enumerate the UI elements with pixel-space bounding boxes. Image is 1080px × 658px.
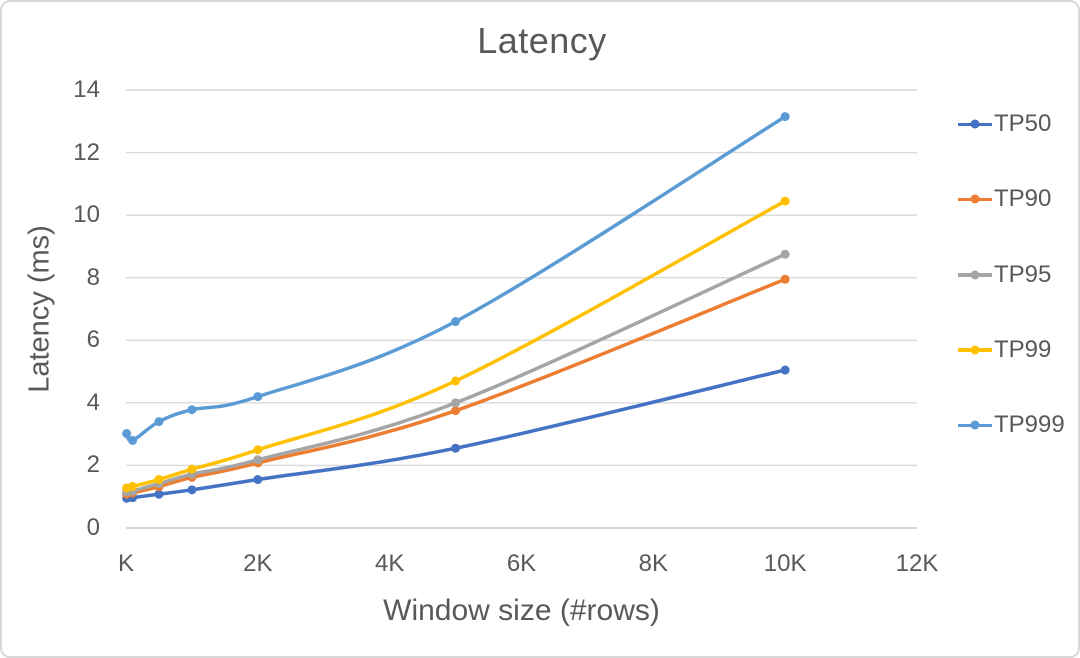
legend-marker-icon: [958, 194, 992, 204]
data-point-tp999: [122, 429, 132, 439]
legend-marker-icon: [958, 270, 992, 279]
legend-label: TP95: [994, 260, 1052, 288]
legend-label: TP999: [994, 411, 1065, 438]
x-tick-label: 4K: [374, 550, 405, 577]
data-point-tp99: [253, 445, 263, 455]
legend-marker-icon: [958, 119, 992, 129]
x-axis-title: Window size (#rows): [383, 594, 660, 627]
series-line-tp50: [124, 368, 787, 501]
y-tick-label: 14: [73, 76, 100, 103]
legend-item-tp99: TP99: [958, 335, 1051, 365]
legend-label: TP50: [994, 110, 1052, 137]
data-point-tp50: [154, 489, 164, 499]
y-tick-label: 0: [86, 514, 100, 541]
y-tick-label: 4: [86, 388, 100, 416]
data-point-tp99: [187, 464, 197, 474]
data-point-tp95: [780, 249, 790, 259]
y-tick-label: 6: [86, 326, 100, 354]
data-point-tp999: [154, 417, 164, 427]
chart-title: Latency: [477, 20, 607, 61]
x-tick-label: 8K: [638, 550, 668, 577]
data-point-tp99: [128, 481, 138, 491]
legend-marker-icon: [958, 345, 992, 355]
data-point-tp50: [253, 475, 263, 485]
y-tick-label: 10: [73, 201, 100, 229]
data-point-tp999: [128, 435, 138, 445]
legend-item-tp95: TP95: [958, 260, 1051, 290]
data-point-tp95: [451, 398, 461, 408]
y-tick-label: 2: [86, 451, 100, 479]
x-tick-label: 2K: [243, 550, 273, 577]
legend-label: TP99: [994, 335, 1052, 363]
y-tick-label: 8: [86, 263, 100, 291]
data-point-tp999: [253, 392, 263, 402]
data-point-tp50: [451, 443, 461, 453]
data-point-tp99: [780, 196, 790, 206]
data-point-tp50: [187, 485, 197, 495]
data-point-tp90: [780, 274, 790, 284]
legend-marker-icon: [958, 420, 992, 430]
data-point-tp95: [253, 455, 263, 465]
x-tick-label: 6K: [506, 550, 537, 577]
data-point-tp999: [187, 405, 197, 415]
x-tick-label: 12K: [895, 550, 939, 577]
data-point-tp999: [451, 317, 461, 327]
series-line-tp90: [124, 277, 787, 496]
series-line-tp95: [124, 252, 787, 494]
data-point-tp50: [780, 365, 790, 375]
legend-item-tp999: TP999: [958, 410, 1065, 440]
x-tick-label: K: [117, 550, 134, 577]
series-line-tp999: [124, 114, 787, 443]
data-point-tp999: [780, 112, 790, 122]
x-tick-label: 10K: [763, 550, 807, 577]
y-tick-label: 12: [73, 138, 100, 166]
data-point-tp99: [451, 376, 461, 386]
legend-item-tp50: TP50: [958, 109, 1051, 139]
data-point-tp99: [154, 475, 164, 485]
data-point-tp90: [451, 406, 461, 416]
legend-item-tp90: TP90: [958, 184, 1051, 214]
legend-label: TP90: [994, 185, 1052, 213]
